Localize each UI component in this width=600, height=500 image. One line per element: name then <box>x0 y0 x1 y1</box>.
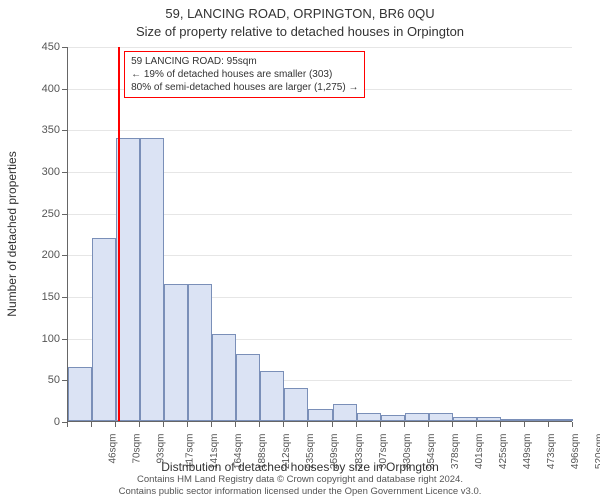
x-tick-mark <box>404 422 405 427</box>
y-tick-label: 0 <box>26 416 60 428</box>
footer: Contains HM Land Registry data © Crown c… <box>0 474 600 498</box>
y-tick-label: 300 <box>26 166 60 178</box>
reference-line <box>118 47 120 421</box>
bar <box>92 238 116 421</box>
annotation-line2: ← 19% of detached houses are smaller (30… <box>131 68 358 81</box>
x-tick-mark <box>380 422 381 427</box>
x-tick-label: 70sqm <box>132 434 143 464</box>
bar <box>501 419 525 421</box>
annotation-box: 59 LANCING ROAD: 95sqm ← 19% of detached… <box>124 51 365 98</box>
footer-line2: Contains public sector information licen… <box>0 486 600 498</box>
title-main: 59, LANCING ROAD, ORPINGTON, BR6 0QU <box>0 6 600 21</box>
x-tick-mark <box>332 422 333 427</box>
bar <box>188 284 212 422</box>
x-axis-label: Distribution of detached houses by size … <box>0 460 600 474</box>
x-tick-mark <box>211 422 212 427</box>
x-tick-mark <box>235 422 236 427</box>
grid-line <box>68 130 572 131</box>
bar <box>477 417 501 421</box>
x-tick-mark <box>259 422 260 427</box>
x-tick-mark <box>356 422 357 427</box>
y-tick-label: 50 <box>26 374 60 386</box>
title-sub: Size of property relative to detached ho… <box>0 24 600 39</box>
x-tick-mark <box>91 422 92 427</box>
y-tick-label: 250 <box>26 208 60 220</box>
x-tick-mark <box>187 422 188 427</box>
bar <box>429 413 453 421</box>
bar <box>140 138 164 421</box>
x-tick-mark <box>500 422 501 427</box>
annotation-line3: 80% of semi-detached houses are larger (… <box>131 81 358 94</box>
x-tick-mark <box>572 422 573 427</box>
bar <box>68 367 92 421</box>
x-tick-mark <box>115 422 116 427</box>
bar <box>381 415 405 421</box>
footer-line1: Contains HM Land Registry data © Crown c… <box>0 474 600 486</box>
x-tick-mark <box>163 422 164 427</box>
x-tick-mark <box>307 422 308 427</box>
bar <box>212 334 236 422</box>
grid-line <box>68 47 572 48</box>
bar <box>284 388 308 421</box>
bar <box>333 404 357 421</box>
x-tick-mark <box>283 422 284 427</box>
x-tick-mark <box>452 422 453 427</box>
bar <box>236 354 260 421</box>
x-tick-label: 46sqm <box>108 434 119 464</box>
annotation-line1: 59 LANCING ROAD: 95sqm <box>131 55 358 68</box>
x-tick-mark <box>139 422 140 427</box>
bar <box>525 419 549 421</box>
y-tick-label: 400 <box>26 83 60 95</box>
y-axis-label: Number of detached properties <box>5 151 19 316</box>
chart-container: 59, LANCING ROAD, ORPINGTON, BR6 0QU Siz… <box>0 0 600 500</box>
y-tick-label: 450 <box>26 41 60 53</box>
bar <box>260 371 284 421</box>
bar <box>308 409 332 422</box>
bar <box>453 417 477 421</box>
y-tick-label: 150 <box>26 291 60 303</box>
bar <box>164 284 188 422</box>
bar <box>357 413 381 421</box>
x-tick-mark <box>67 422 68 427</box>
y-tick-label: 200 <box>26 249 60 261</box>
x-tick-label: 93sqm <box>156 434 167 464</box>
y-tick-label: 100 <box>26 333 60 345</box>
bar <box>405 413 429 421</box>
bar <box>549 419 573 421</box>
x-tick-mark <box>524 422 525 427</box>
x-tick-mark <box>428 422 429 427</box>
x-tick-mark <box>476 422 477 427</box>
plot-area: 59 LANCING ROAD: 95sqm ← 19% of detached… <box>67 47 572 422</box>
y-tick-label: 350 <box>26 124 60 136</box>
x-tick-mark <box>548 422 549 427</box>
